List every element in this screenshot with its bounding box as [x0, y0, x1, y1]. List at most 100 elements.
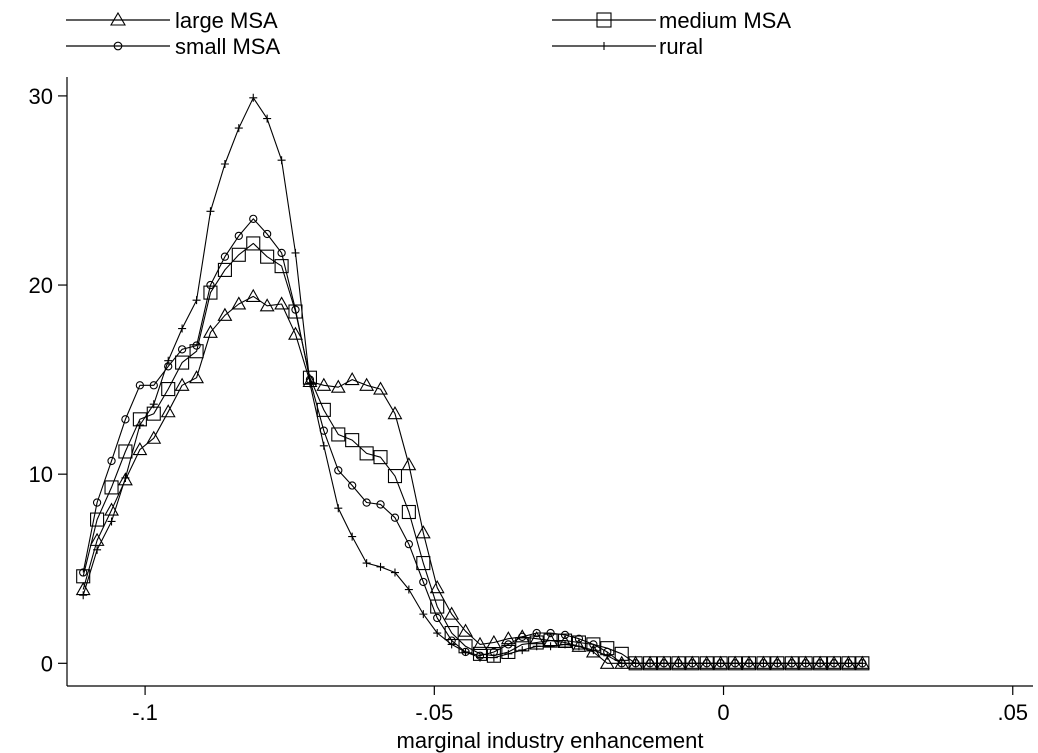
data-point-small-msa-1: [92, 498, 102, 507]
data-point-rural-6: [164, 356, 173, 365]
data-point-small-msa-7: [177, 345, 187, 354]
data-point-rural-38: [617, 659, 626, 668]
data-point-large-msa-13: [259, 298, 275, 312]
data-point-rural-17: [319, 441, 328, 450]
data-point-rural-13: [263, 114, 272, 123]
data-point-small-msa-22: [390, 513, 400, 522]
data-point-rural-18: [334, 504, 343, 513]
data-point-large-msa-14: [274, 296, 290, 310]
data-point-rural-2: [107, 517, 116, 526]
data-point-large-msa-30: [500, 631, 516, 645]
data-point-rural-9: [206, 207, 215, 216]
data-point-small-msa-33: [546, 628, 555, 638]
data-point-large-msa-26: [444, 606, 460, 620]
legend-label-large-msa: large MSA: [175, 8, 278, 33]
data-point-rural-50: [787, 659, 796, 668]
series-large-msa: [75, 288, 870, 669]
data-point-medium-msa-2: [104, 480, 119, 495]
data-point-rural-55: [858, 659, 867, 668]
legend-label-rural: rural: [659, 34, 703, 59]
data-point-medium-msa-18: [331, 427, 346, 442]
series-line-large-msa: [82, 295, 863, 664]
data-point-rural-0: [79, 591, 88, 600]
data-point-small-msa-10: [220, 252, 230, 261]
data-point-medium-msa-21: [373, 450, 388, 465]
data-point-rural-25: [433, 629, 442, 638]
data-point-rural-32: [532, 642, 541, 651]
data-point-rural-14: [277, 156, 286, 165]
circle-marker-icon: [113, 41, 123, 51]
data-point-medium-msa-19: [345, 433, 360, 448]
data-point-rural-30: [504, 649, 513, 658]
data-point-medium-msa-13: [260, 249, 275, 264]
data-point-small-msa-23: [404, 540, 414, 549]
x-tick-label-1: -.05: [415, 700, 453, 725]
legend: large MSA small MSA medium MSA rural: [66, 8, 791, 59]
data-point-large-msa-27: [458, 623, 473, 637]
data-point-large-msa-20: [359, 377, 375, 391]
data-point-large-msa-6: [160, 404, 176, 418]
data-point-rural-36: [589, 646, 598, 655]
data-point-medium-msa-23: [401, 504, 416, 520]
data-point-small-msa-8: [192, 341, 201, 350]
data-point-small-msa-15: [291, 305, 300, 314]
data-point-large-msa-8: [189, 370, 205, 384]
data-point-rural-26: [447, 640, 456, 649]
data-point-rural-31: [518, 646, 527, 655]
data-point-rural-37: [603, 651, 612, 660]
data-point-large-msa-7: [174, 377, 190, 391]
data-point-rural-16: [305, 379, 314, 388]
data-point-rural-8: [192, 296, 201, 305]
data-point-medium-msa-17: [316, 402, 331, 417]
series-layer: [75, 93, 870, 671]
ticks: -.1 -.05 0 .05 0 10 20 30: [29, 84, 1029, 725]
y-tick-label-2: 20: [29, 273, 53, 298]
data-point-large-msa-24: [415, 525, 431, 539]
legend-label-small-msa: small MSA: [175, 34, 280, 59]
data-point-rural-27: [461, 647, 470, 656]
series-rural: [79, 93, 867, 668]
series-line-medium-msa: [82, 242, 863, 664]
data-point-small-msa-20: [362, 498, 371, 507]
data-point-small-msa-32: [532, 628, 541, 638]
data-point-rural-33: [546, 642, 555, 651]
x-axis-title: marginal industry enhancement: [397, 728, 704, 753]
data-point-large-msa-11: [231, 296, 247, 310]
legend-item-rural: rural: [552, 34, 703, 59]
x-tick-label-0: -.1: [132, 700, 158, 725]
data-point-large-msa-3: [117, 472, 133, 486]
data-point-small-msa-31: [518, 632, 527, 641]
data-point-large-msa-19: [344, 371, 360, 386]
data-point-large-msa-23: [401, 457, 417, 471]
square-marker-icon: [596, 12, 612, 28]
data-point-medium-msa-7: [175, 355, 190, 370]
data-point-rural-45: [716, 659, 725, 668]
data-point-small-msa-4: [135, 381, 145, 390]
data-point-medium-msa-24: [416, 556, 431, 571]
data-point-rural-28: [476, 653, 485, 662]
data-point-small-msa-9: [206, 280, 215, 290]
data-point-rural-47: [744, 659, 753, 668]
data-point-rural-29: [489, 653, 498, 662]
data-point-large-msa-17: [316, 377, 332, 391]
data-point-rural-20: [362, 559, 371, 568]
data-point-rural-4: [135, 421, 144, 429]
data-point-large-msa-18: [330, 379, 346, 393]
data-point-rural-21: [376, 562, 385, 571]
data-point-rural-3: [121, 473, 130, 482]
data-point-large-msa-37: [599, 655, 615, 669]
data-point-rural-43: [688, 659, 697, 668]
y-tick-label-3: 30: [29, 84, 53, 109]
data-point-medium-msa-6: [161, 382, 176, 397]
data-point-rural-1: [93, 545, 102, 554]
data-point-large-msa-12: [245, 288, 261, 302]
data-point-large-msa-22: [387, 406, 403, 420]
axes: [66, 77, 1033, 687]
data-point-rural-41: [659, 659, 668, 668]
data-point-rural-23: [404, 585, 413, 594]
data-point-large-msa-21: [373, 381, 388, 395]
data-point-medium-msa-20: [359, 446, 374, 461]
y-tick-label-0: 0: [41, 651, 53, 676]
x-tick-label-2: 0: [717, 700, 729, 725]
